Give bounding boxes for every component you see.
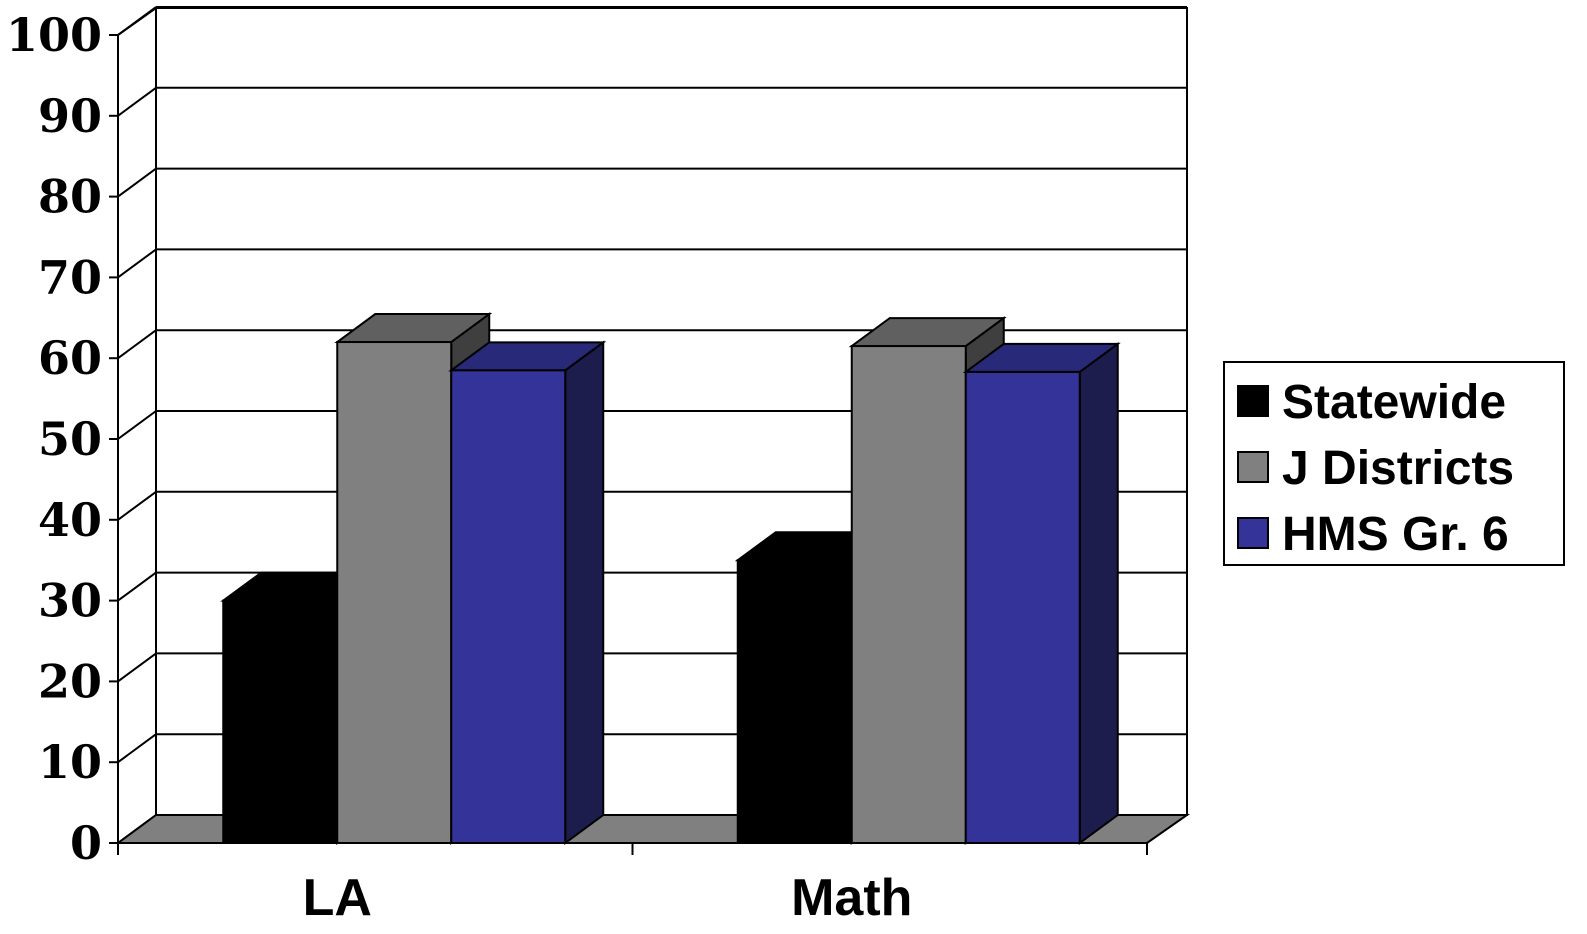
gridline-side <box>117 329 157 360</box>
y-tick-label: 60 <box>38 331 102 385</box>
bar-front <box>736 559 853 844</box>
x-category-label: LA <box>303 869 372 927</box>
y-tick-label: 50 <box>38 412 102 466</box>
y-tick-labels: 0 10 20 30 40 50 60 70 80 90 100 <box>6 8 102 870</box>
bar-front <box>850 345 967 844</box>
y-tick-label: 70 <box>38 250 102 304</box>
gridline-side <box>117 86 157 117</box>
y-tick-label: 20 <box>38 654 102 708</box>
bar <box>448 340 607 845</box>
bar-front <box>450 369 567 844</box>
gridline-side <box>117 571 157 602</box>
bar-side <box>1078 341 1119 845</box>
gridline-side <box>117 652 157 683</box>
y-tick-label: 40 <box>38 493 102 547</box>
legend-label: Statewide <box>1282 376 1506 429</box>
bar-front <box>336 341 453 844</box>
gridline-side <box>117 167 157 198</box>
y-tick-label: 100 <box>6 8 102 62</box>
bar-front <box>222 599 339 844</box>
y-tick-label: 30 <box>38 574 102 628</box>
x-category-labels: LA Math <box>303 869 913 927</box>
y-tick-label: 10 <box>38 735 102 789</box>
gridline-side <box>117 410 157 440</box>
bar-side <box>564 340 605 845</box>
legend-swatch <box>1237 451 1269 483</box>
legend-label: J Districts <box>1282 442 1514 495</box>
x-category-label: Math <box>791 869 912 927</box>
gridline-side <box>117 248 157 279</box>
bar <box>962 341 1121 845</box>
gridline-side <box>117 733 157 764</box>
legend: Statewide J Districts HMS Gr. 6 <box>1223 361 1565 566</box>
legend-box <box>1223 361 1565 566</box>
y-tick-label: 90 <box>38 89 102 143</box>
gridline-side <box>117 6 157 36</box>
legend-swatch <box>1237 385 1269 417</box>
bar-front <box>964 370 1081 844</box>
bars <box>220 312 1121 845</box>
y-tick-label: 80 <box>38 170 102 224</box>
legend-swatch <box>1237 517 1269 549</box>
y-tick-label: 0 <box>70 816 102 870</box>
legend-label: HMS Gr. 6 <box>1282 508 1509 561</box>
gridline-side <box>117 490 157 521</box>
